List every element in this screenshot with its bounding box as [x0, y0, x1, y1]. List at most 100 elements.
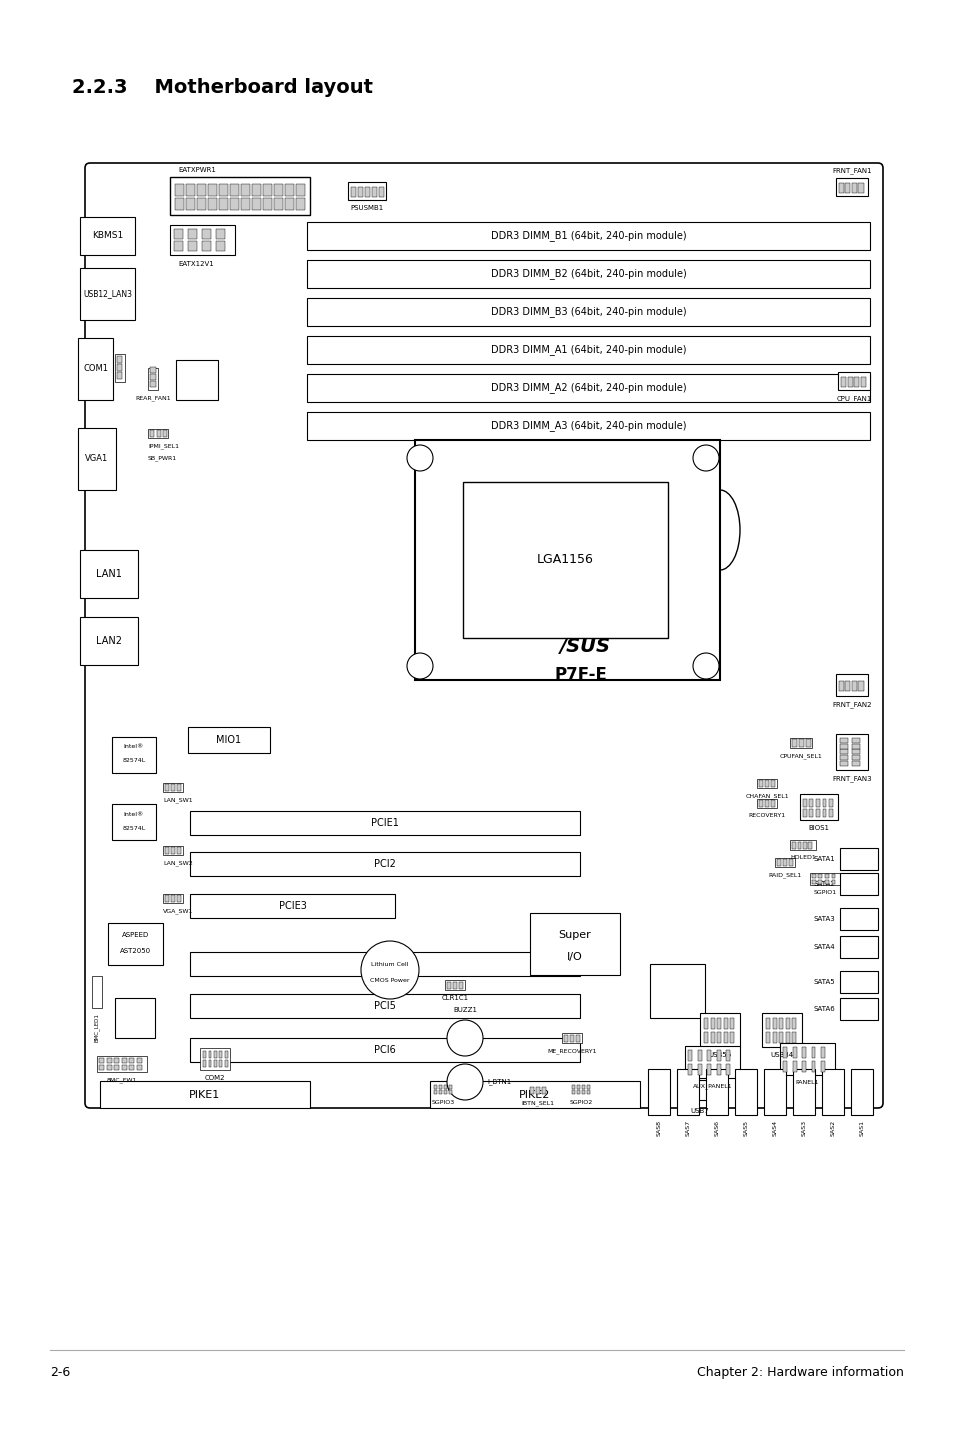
Bar	[285, 198, 294, 210]
Bar	[821, 1068, 843, 1114]
Text: SAS5: SAS5	[742, 1120, 748, 1136]
Bar	[799, 739, 803, 746]
Bar	[357, 187, 363, 197]
Bar	[841, 377, 845, 387]
Bar	[117, 364, 122, 371]
Bar	[831, 880, 835, 884]
Text: USB7: USB7	[689, 1109, 708, 1114]
Bar	[784, 1018, 789, 1030]
Bar	[188, 242, 196, 252]
Bar	[129, 1057, 133, 1063]
Bar	[858, 682, 862, 692]
Bar	[190, 811, 579, 835]
Bar	[706, 1050, 710, 1061]
Bar	[173, 242, 183, 252]
Bar	[351, 187, 355, 197]
Bar	[851, 761, 859, 766]
Text: PIKE1: PIKE1	[190, 1090, 220, 1100]
Bar	[190, 994, 579, 1018]
Text: SATA1: SATA1	[812, 856, 834, 861]
Text: SAS4: SAS4	[772, 1120, 777, 1136]
Text: CPU_FAN1: CPU_FAN1	[836, 395, 871, 401]
Bar	[458, 982, 462, 989]
Text: P7F-E: P7F-E	[555, 666, 607, 684]
Text: SATA5: SATA5	[813, 979, 834, 985]
Bar	[851, 183, 856, 193]
Bar	[710, 1032, 714, 1043]
Text: PCIE4: PCIE4	[371, 959, 398, 969]
Bar	[186, 184, 194, 196]
Bar	[213, 1060, 216, 1067]
Bar	[840, 738, 847, 743]
Bar	[780, 1043, 834, 1076]
Text: DDR3 DIMM_B3 (64bit, 240-pin module): DDR3 DIMM_B3 (64bit, 240-pin module)	[490, 306, 685, 318]
Circle shape	[407, 653, 433, 679]
Bar	[188, 229, 196, 239]
Text: DDR3 DIMM_B2 (64bit, 240-pin module): DDR3 DIMM_B2 (64bit, 240-pin module)	[490, 269, 685, 279]
Bar	[438, 1090, 441, 1094]
Bar	[307, 298, 869, 326]
Bar	[203, 1060, 206, 1067]
Bar	[230, 198, 239, 210]
Text: REAR_FAN1: REAR_FAN1	[135, 395, 171, 401]
Bar	[174, 184, 184, 196]
Circle shape	[692, 444, 719, 472]
Bar	[811, 880, 815, 884]
Bar	[163, 894, 183, 903]
Text: SAS6: SAS6	[714, 1120, 719, 1136]
Bar	[536, 1087, 539, 1094]
Bar	[219, 198, 228, 210]
Bar	[209, 1051, 212, 1058]
Circle shape	[360, 940, 418, 999]
Text: SAS1: SAS1	[859, 1120, 863, 1136]
Bar	[80, 549, 138, 598]
Text: Chapter 2: Hardware information: Chapter 2: Hardware information	[697, 1366, 903, 1379]
Bar	[821, 800, 825, 807]
Bar	[99, 1066, 104, 1070]
Bar	[802, 800, 806, 807]
Text: DDR3 DIMM_B1 (64bit, 240-pin module): DDR3 DIMM_B1 (64bit, 240-pin module)	[490, 230, 685, 242]
Bar	[697, 1064, 700, 1076]
Bar	[835, 178, 867, 196]
Text: SGPIO1: SGPIO1	[813, 890, 836, 894]
Text: HDLED1: HDLED1	[789, 856, 815, 860]
Bar	[811, 1061, 815, 1071]
Bar	[443, 1090, 447, 1094]
Bar	[725, 1050, 729, 1061]
Bar	[710, 1018, 714, 1030]
Text: SB_PWR1: SB_PWR1	[148, 454, 177, 460]
Text: /SUS: /SUS	[559, 637, 610, 657]
Text: PCI2: PCI2	[374, 858, 395, 869]
Bar	[764, 800, 768, 807]
Bar	[791, 1018, 795, 1030]
Bar	[706, 1064, 710, 1076]
Bar	[208, 198, 216, 210]
Text: IBTN_SEL1: IBTN_SEL1	[521, 1100, 554, 1106]
Bar	[801, 1061, 805, 1071]
Bar	[700, 1012, 740, 1047]
Bar	[150, 374, 156, 380]
Bar	[274, 198, 283, 210]
Text: AUX_PANEL1: AUX_PANEL1	[692, 1083, 732, 1089]
Bar	[241, 198, 250, 210]
Bar	[772, 1032, 776, 1043]
Bar	[129, 1066, 133, 1070]
Text: 2.2.3    Motherboard layout: 2.2.3 Motherboard layout	[71, 78, 373, 96]
Bar	[722, 1018, 727, 1030]
Text: SAS3: SAS3	[801, 1120, 805, 1136]
Bar	[851, 755, 859, 761]
Text: I/O: I/O	[566, 952, 582, 962]
Bar	[307, 413, 869, 440]
Bar	[824, 874, 828, 879]
Text: Lithium Cell: Lithium Cell	[371, 962, 408, 968]
Bar	[779, 1032, 782, 1043]
Bar	[190, 1038, 579, 1063]
Bar	[115, 998, 154, 1038]
Bar	[765, 1032, 769, 1043]
Bar	[163, 784, 183, 792]
Text: CLR1C1: CLR1C1	[441, 995, 468, 1001]
Text: USB56: USB56	[708, 1053, 731, 1058]
Bar	[107, 1057, 112, 1063]
Bar	[252, 198, 261, 210]
Bar	[563, 1035, 567, 1043]
